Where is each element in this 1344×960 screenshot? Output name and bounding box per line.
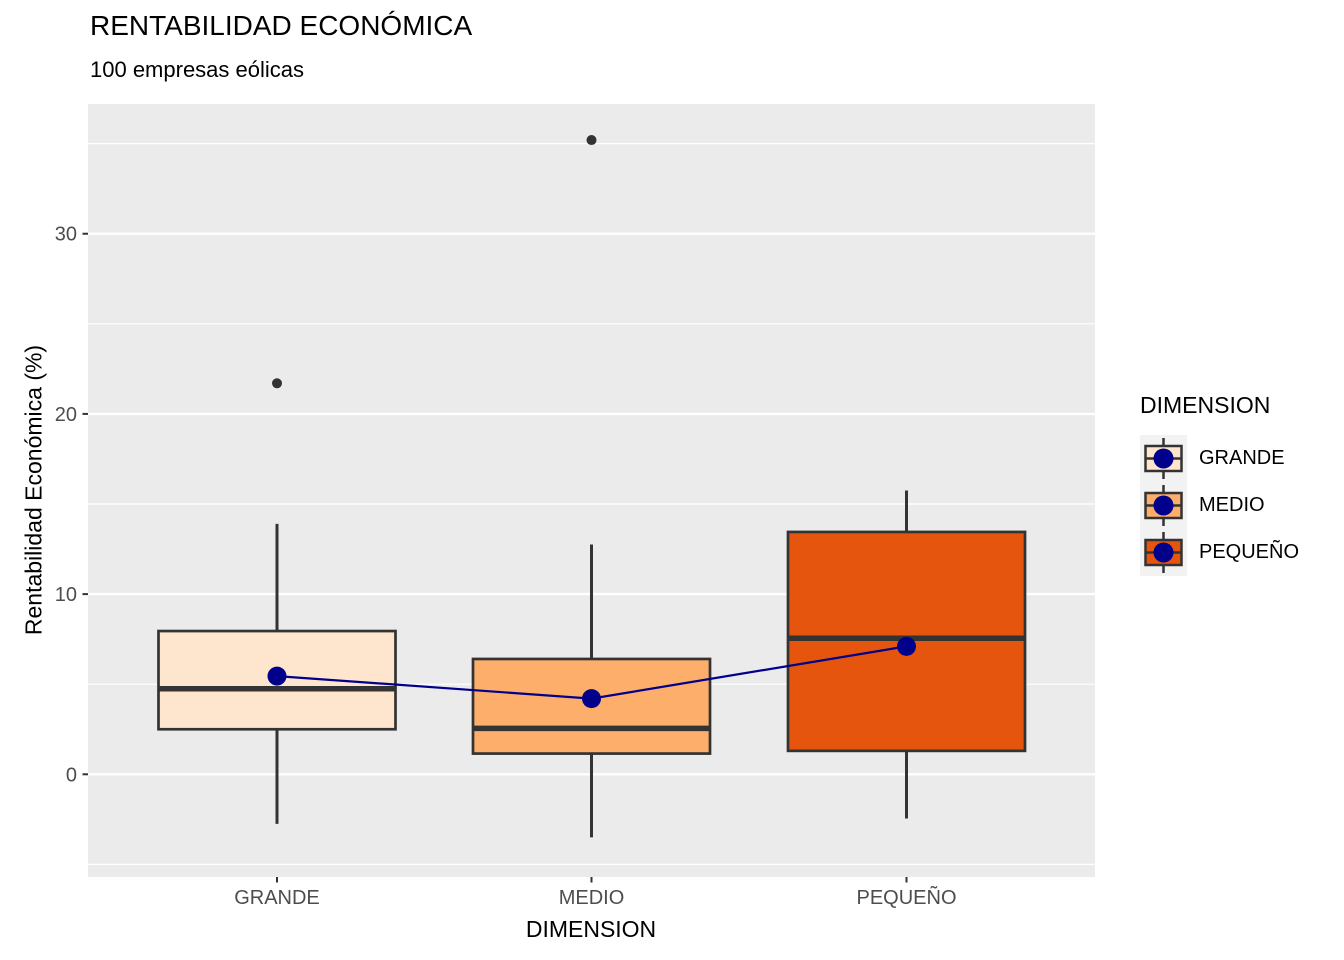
y-tick-label: 10	[55, 584, 77, 606]
legend-entry-grande: GRANDE	[1140, 435, 1299, 482]
chart-subtitle: 100 empresas eólicas	[90, 57, 305, 82]
x-axis-title: DIMENSION	[525, 916, 657, 942]
mean-point-grande	[267, 666, 287, 686]
x-tick-label-medio: MEDIO	[559, 887, 625, 909]
legend-label-medio: MEDIO	[1199, 494, 1265, 516]
legend-label-grande: GRANDE	[1199, 447, 1285, 469]
x-tick-label-grande: GRANDE	[234, 887, 320, 909]
legend-key-mean-point	[1153, 448, 1174, 469]
mean-point-pequeno	[897, 636, 916, 656]
legend-key-mean-point	[1153, 542, 1174, 563]
chart-title: RENTABILIDAD ECONÓMICA	[90, 10, 473, 41]
outlier-point-grande	[272, 378, 282, 389]
legend: DIMENSION GRANDE MEDIO PEQUEÑO	[1140, 392, 1299, 576]
outlier-point-medio	[586, 135, 597, 146]
y-tick-label: 30	[55, 224, 77, 246]
x-tick-label-pequeno: PEQUEÑO	[856, 885, 956, 909]
legend-title: DIMENSION	[1140, 392, 1271, 418]
legend-keys: GRANDE MEDIO PEQUEÑO	[1140, 435, 1299, 576]
mean-point-medio	[582, 689, 601, 709]
legend-entry-pequeno: PEQUEÑO	[1140, 529, 1299, 576]
legend-key-icon-medio	[1140, 482, 1187, 529]
legend-entry-medio: MEDIO	[1140, 482, 1299, 529]
legend-key-mean-point	[1153, 495, 1174, 516]
legend-key-icon-grande	[1140, 435, 1187, 482]
y-tick-label: 20	[55, 404, 77, 426]
legend-key-icon-pequeno	[1140, 529, 1187, 576]
y-tick-label: 0	[66, 764, 77, 786]
legend-label-pequeno: PEQUEÑO	[1199, 541, 1300, 563]
